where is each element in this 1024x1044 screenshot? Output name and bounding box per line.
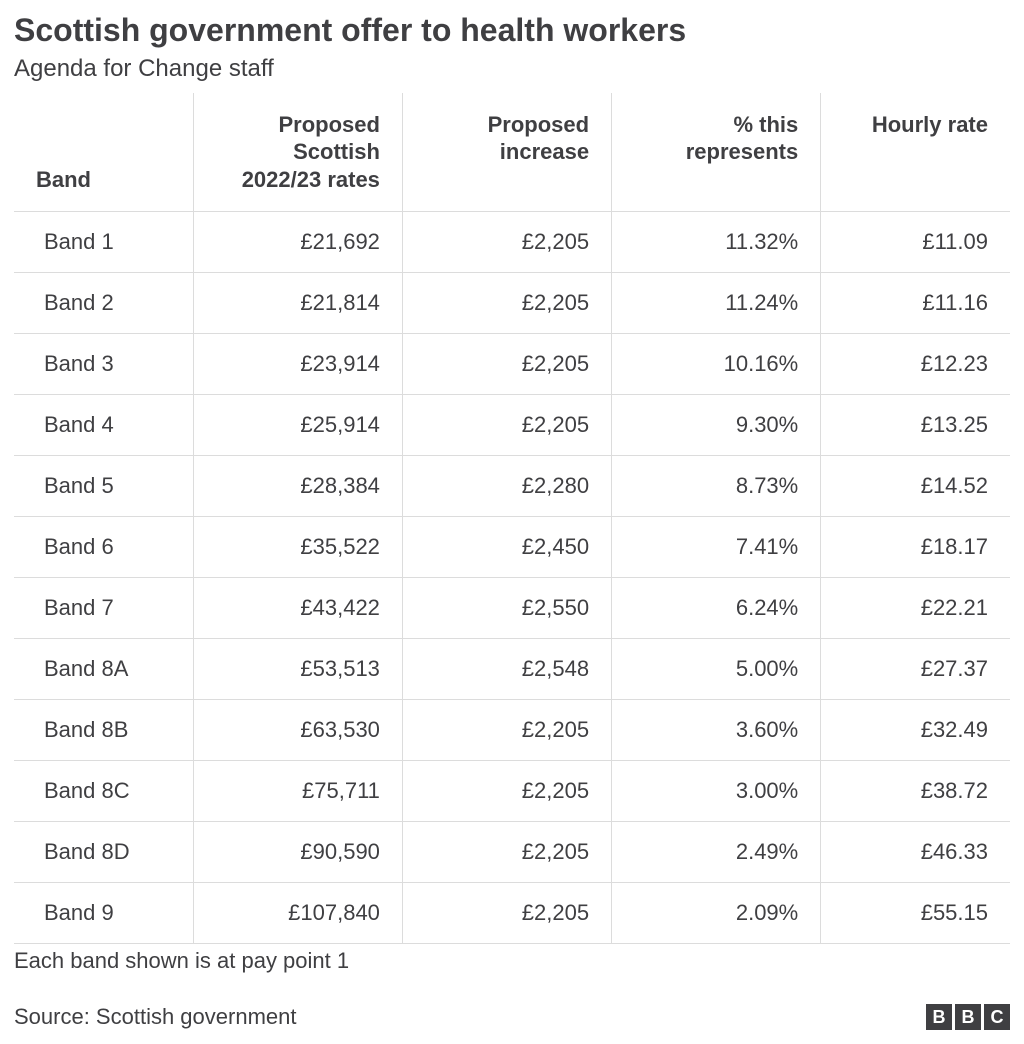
table-cell: Band 7 xyxy=(14,578,193,639)
table-cell: £2,205 xyxy=(402,700,611,761)
logo-letter: B xyxy=(926,1004,952,1030)
table-cell: £2,205 xyxy=(402,761,611,822)
table-cell: £11.16 xyxy=(821,273,1010,334)
table-cell: £23,914 xyxy=(193,334,402,395)
table-cell: £2,550 xyxy=(402,578,611,639)
table-cell: £55.15 xyxy=(821,883,1010,944)
table-cell: Band 8B xyxy=(14,700,193,761)
table-cell: £2,205 xyxy=(402,212,611,273)
table-cell: Band 8D xyxy=(14,822,193,883)
table-cell: £2,205 xyxy=(402,273,611,334)
table-cell: £46.33 xyxy=(821,822,1010,883)
table-cell: 3.00% xyxy=(612,761,821,822)
table-cell: 7.41% xyxy=(612,517,821,578)
table-cell: 10.16% xyxy=(612,334,821,395)
table-body: Band 1£21,692£2,20511.32%£11.09Band 2£21… xyxy=(14,212,1010,944)
table-header-row: Band Proposed Scottish 2022/23 rates Pro… xyxy=(14,93,1010,212)
table-cell: £22.21 xyxy=(821,578,1010,639)
table-row: Band 8A£53,513£2,5485.00%£27.37 xyxy=(14,639,1010,700)
table-row: Band 5£28,384£2,2808.73%£14.52 xyxy=(14,456,1010,517)
table-cell: £25,914 xyxy=(193,395,402,456)
col-header-increase: Proposed increase xyxy=(402,93,611,212)
footer: Source: Scottish government B B C xyxy=(14,1004,1010,1030)
table-row: Band 4£25,914£2,2059.30%£13.25 xyxy=(14,395,1010,456)
table-cell: £2,548 xyxy=(402,639,611,700)
table-cell: £14.52 xyxy=(821,456,1010,517)
page-title: Scottish government offer to health work… xyxy=(14,12,1010,49)
table-cell: £107,840 xyxy=(193,883,402,944)
table-cell: Band 8C xyxy=(14,761,193,822)
page-subtitle: Agenda for Change staff xyxy=(14,55,1010,83)
table-cell: £32.49 xyxy=(821,700,1010,761)
table-cell: Band 3 xyxy=(14,334,193,395)
table-cell: £38.72 xyxy=(821,761,1010,822)
table-cell: £13.25 xyxy=(821,395,1010,456)
table-row: Band 8B£63,530£2,2053.60%£32.49 xyxy=(14,700,1010,761)
table-cell: £35,522 xyxy=(193,517,402,578)
table-row: Band 6£35,522£2,4507.41%£18.17 xyxy=(14,517,1010,578)
table-cell: £75,711 xyxy=(193,761,402,822)
table-cell: £18.17 xyxy=(821,517,1010,578)
table-cell: £28,384 xyxy=(193,456,402,517)
table-cell: £21,814 xyxy=(193,273,402,334)
logo-letter: B xyxy=(955,1004,981,1030)
table-cell: Band 1 xyxy=(14,212,193,273)
logo-letter: C xyxy=(984,1004,1010,1030)
table-row: Band 8D£90,590£2,2052.49%£46.33 xyxy=(14,822,1010,883)
table-cell: £2,205 xyxy=(402,395,611,456)
source-text: Source: Scottish government xyxy=(14,1004,296,1030)
table-row: Band 7£43,422£2,5506.24%£22.21 xyxy=(14,578,1010,639)
table-cell: £21,692 xyxy=(193,212,402,273)
table-cell: 2.09% xyxy=(612,883,821,944)
table-cell: 2.49% xyxy=(612,822,821,883)
table-cell: 11.32% xyxy=(612,212,821,273)
table-cell: 6.24% xyxy=(612,578,821,639)
table-cell: Band 9 xyxy=(14,883,193,944)
table-row: Band 3£23,914£2,20510.16%£12.23 xyxy=(14,334,1010,395)
col-header-rates: Proposed Scottish 2022/23 rates xyxy=(193,93,402,212)
table-cell: Band 6 xyxy=(14,517,193,578)
bbc-logo: B B C xyxy=(926,1004,1010,1030)
table-cell: £63,530 xyxy=(193,700,402,761)
table-row: Band 9£107,840£2,2052.09%£55.15 xyxy=(14,883,1010,944)
table-cell: Band 5 xyxy=(14,456,193,517)
table-cell: £90,590 xyxy=(193,822,402,883)
table-row: Band 8C£75,711£2,2053.00%£38.72 xyxy=(14,761,1010,822)
table-cell: Band 8A xyxy=(14,639,193,700)
table-cell: £2,450 xyxy=(402,517,611,578)
table-cell: £12.23 xyxy=(821,334,1010,395)
table-cell: £27.37 xyxy=(821,639,1010,700)
table-cell: Band 4 xyxy=(14,395,193,456)
table-cell: £11.09 xyxy=(821,212,1010,273)
table-cell: 8.73% xyxy=(612,456,821,517)
table-cell: £53,513 xyxy=(193,639,402,700)
table-cell: 5.00% xyxy=(612,639,821,700)
table-cell: Band 2 xyxy=(14,273,193,334)
table-row: Band 1£21,692£2,20511.32%£11.09 xyxy=(14,212,1010,273)
table-cell: £2,205 xyxy=(402,334,611,395)
table-cell: 11.24% xyxy=(612,273,821,334)
table-cell: £2,205 xyxy=(402,883,611,944)
table-cell: £2,205 xyxy=(402,822,611,883)
table-row: Band 2£21,814£2,20511.24%£11.16 xyxy=(14,273,1010,334)
table-cell: 9.30% xyxy=(612,395,821,456)
table-cell: 3.60% xyxy=(612,700,821,761)
col-header-hourly: Hourly rate xyxy=(821,93,1010,212)
table-cell: £43,422 xyxy=(193,578,402,639)
col-header-band: Band xyxy=(14,93,193,212)
pay-table: Band Proposed Scottish 2022/23 rates Pro… xyxy=(14,93,1010,945)
col-header-percent: % this represents xyxy=(612,93,821,212)
table-cell: £2,280 xyxy=(402,456,611,517)
footnote: Each band shown is at pay point 1 xyxy=(14,948,1010,974)
